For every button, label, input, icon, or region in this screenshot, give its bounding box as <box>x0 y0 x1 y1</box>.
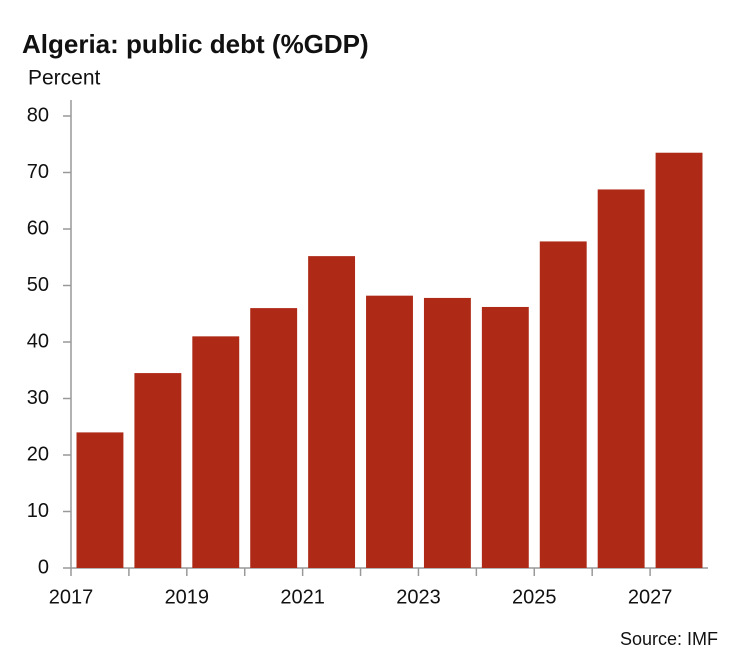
source: Source: IMF <box>620 629 718 649</box>
y-tick-label: 40 <box>27 330 49 352</box>
x-tick-label: 2025 <box>512 586 557 608</box>
bar <box>539 241 587 568</box>
x-tick-label: 2017 <box>49 586 94 608</box>
bar <box>423 297 471 568</box>
x-tick-label: 2023 <box>396 586 441 608</box>
x-tick-label: 2021 <box>280 586 325 608</box>
chart-title: Algeria: public debt (%GDP) <box>22 29 369 59</box>
y-tick-label: 70 <box>27 161 49 183</box>
bar <box>308 256 356 568</box>
bar <box>134 373 182 568</box>
y-tick-label: 80 <box>27 104 49 126</box>
y-axis-label: Percent <box>28 67 101 90</box>
bar <box>76 432 124 568</box>
bar <box>481 306 529 568</box>
y-tick-label: 50 <box>27 274 49 296</box>
y-tick-label: 20 <box>27 443 49 465</box>
y-tick-label: 10 <box>27 500 49 522</box>
x-tick-label: 2027 <box>628 586 673 608</box>
bar <box>250 308 298 568</box>
y-tick-label: 30 <box>27 387 49 409</box>
x-tick-label: 2019 <box>165 586 210 608</box>
bar <box>655 152 703 568</box>
bar <box>597 189 645 568</box>
bar <box>366 295 413 568</box>
y-tick-label: 60 <box>27 217 49 239</box>
y-tick-label: 0 <box>38 556 49 578</box>
bar <box>192 336 240 568</box>
